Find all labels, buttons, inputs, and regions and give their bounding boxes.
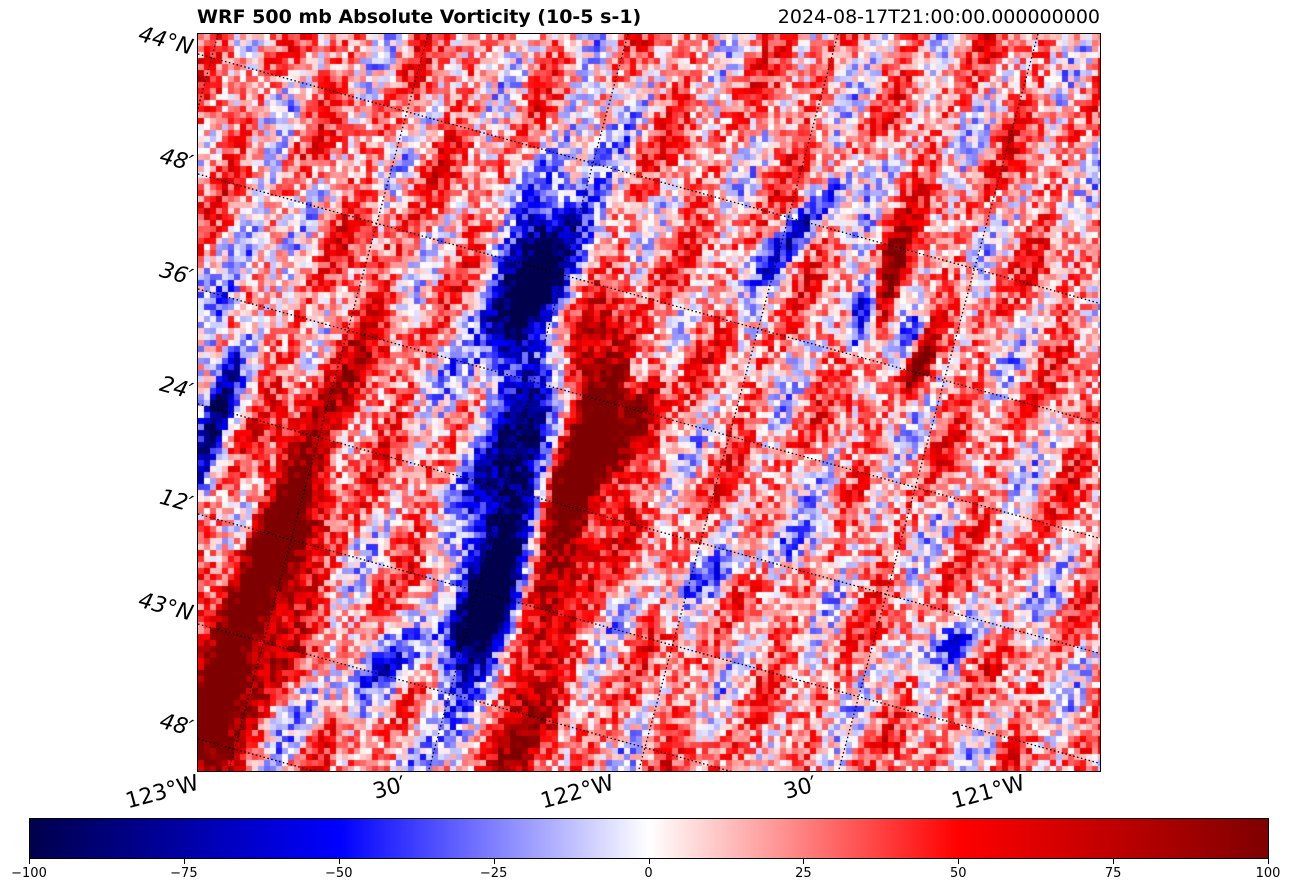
lat-label-12: 12′ — [156, 484, 196, 518]
colorbar-tick-label: 100 — [1255, 866, 1281, 881]
lon-label-123W: 123°W — [123, 770, 202, 815]
vorticity-heatmap — [198, 34, 1100, 771]
colorbar-tick-mark — [1113, 859, 1115, 864]
lat-label-44N: 44°N — [135, 22, 196, 61]
colorbar-tick-mark — [803, 859, 805, 864]
lon-label-121W: 121°W — [949, 770, 1028, 815]
colorbar-tick-label: −25 — [479, 866, 508, 881]
graticule-line — [198, 173, 1100, 425]
colorbar-tick-mark — [1268, 859, 1269, 864]
graticule-line — [637, 34, 839, 771]
graticule-line — [198, 403, 1100, 655]
colorbar-tick-mark — [958, 859, 960, 864]
graticule-line — [198, 34, 219, 111]
graticule — [198, 34, 1100, 771]
graticule-line — [198, 623, 732, 771]
graticule-line — [198, 513, 1100, 765]
colorbar-tick-mark — [648, 859, 650, 864]
lat-label-24: 24′ — [156, 371, 196, 405]
lat-label-36: 36′ — [156, 257, 196, 291]
colorbar — [29, 818, 1269, 859]
graticule-line — [427, 34, 629, 771]
graticule-line — [198, 738, 317, 771]
lon-label-30-east: 30′ — [781, 772, 820, 805]
colorbar-tick-mark — [493, 859, 495, 864]
vorticity-map — [197, 33, 1101, 772]
lon-label-30-west: 30′ — [370, 772, 409, 805]
lat-label-48: 48′ — [156, 143, 196, 177]
lat-label-43N: 43°N — [135, 588, 196, 627]
colorbar-tick-label: 0 — [644, 866, 653, 881]
colorbar-tick-label: −50 — [325, 866, 353, 881]
colorbar-tick-label: 50 — [949, 866, 967, 881]
graticule-line — [198, 53, 1100, 305]
colorbar-tick-label: 25 — [795, 866, 812, 881]
colorbar-tick-mark — [338, 859, 340, 864]
graticule-line — [837, 34, 1039, 771]
graticule-line — [227, 34, 429, 771]
graticule-line — [198, 288, 1100, 540]
colorbar-tick-label: −75 — [170, 866, 198, 881]
lat-label-48-lower: 48′ — [156, 708, 196, 742]
colorbar-tick-label: −100 — [11, 866, 47, 881]
lon-label-122W: 122°W — [538, 770, 617, 815]
chart-timestamp: 2024-08-17T21:00:00.000000000 — [777, 6, 1100, 28]
colorbar-tick-label: 75 — [1104, 866, 1122, 881]
colorbar-tick-mark — [183, 859, 185, 864]
chart-title: WRF 500 mb Absolute Vorticity (10-5 s-1) — [197, 6, 642, 28]
colorbar-tick-mark — [29, 859, 30, 864]
